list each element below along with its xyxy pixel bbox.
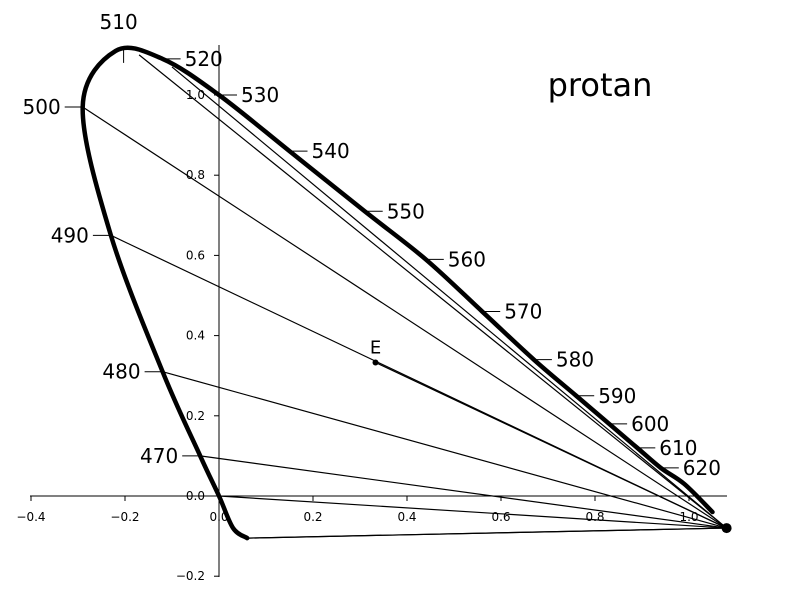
y-tick-label: 0.6 xyxy=(186,248,205,262)
chart-title: protan xyxy=(548,66,653,104)
y-tick-label: 0.0 xyxy=(186,489,205,503)
wavelength-label: 550 xyxy=(387,199,425,223)
wavelength-label: 540 xyxy=(312,139,350,163)
copunctal-point xyxy=(721,523,732,534)
wavelength-label: 490 xyxy=(51,223,89,247)
x-tick-label: −0.2 xyxy=(110,510,139,524)
y-tick-label: 0.8 xyxy=(186,168,205,182)
axes: −0.4 −0.2 0.0 0.2 0.4 0.6 0.8 1.0−0.20.00.20.40… xyxy=(16,45,727,583)
wavelength-label: 590 xyxy=(598,384,636,408)
wavelength-label: 480 xyxy=(102,360,140,384)
purple-line xyxy=(247,527,727,539)
wavelength-label: 580 xyxy=(556,348,594,372)
confusion-lines xyxy=(82,54,727,539)
equal-energy-point xyxy=(372,359,379,366)
x-tick-label: −0.4 xyxy=(16,510,45,524)
y-tick-label: −0.2 xyxy=(176,569,205,583)
wavelength-label: 610 xyxy=(659,436,697,460)
x-tick-label: 1.0 xyxy=(679,510,698,524)
y-tick-label: 0.4 xyxy=(186,329,205,343)
wavelength-label: 470 xyxy=(140,444,178,468)
wavelength-label: 510 xyxy=(100,10,138,34)
x-tick-label: 0.6 xyxy=(491,510,510,524)
x-tick-label: 0.2 xyxy=(303,510,322,524)
confusion-line xyxy=(218,495,727,529)
wavelength-label: 620 xyxy=(683,456,721,480)
wavelength-label: 530 xyxy=(241,83,279,107)
spectral-locus-group xyxy=(80,45,727,541)
x-tick-label: 0.4 xyxy=(397,510,416,524)
confusion-line xyxy=(375,361,727,529)
wavelength-label: 600 xyxy=(631,412,669,436)
confusion-line xyxy=(200,455,727,529)
wavelength-label: 520 xyxy=(185,47,223,71)
wavelength-label: 560 xyxy=(448,247,486,271)
x-tick-label: 0.8 xyxy=(585,510,604,524)
y-tick-label: 1.0 xyxy=(186,88,205,102)
wavelength-label: 570 xyxy=(504,300,542,324)
equal-energy-label: E xyxy=(370,337,381,358)
spectral-locus xyxy=(80,45,715,541)
confusion-line xyxy=(138,54,727,529)
confusion-line xyxy=(82,106,727,529)
y-tick-label: 0.2 xyxy=(186,409,205,423)
confusion-line xyxy=(171,66,727,529)
special-points: E xyxy=(370,337,732,534)
confusion-line xyxy=(162,371,727,529)
wavelength-label: 500 xyxy=(23,95,61,119)
